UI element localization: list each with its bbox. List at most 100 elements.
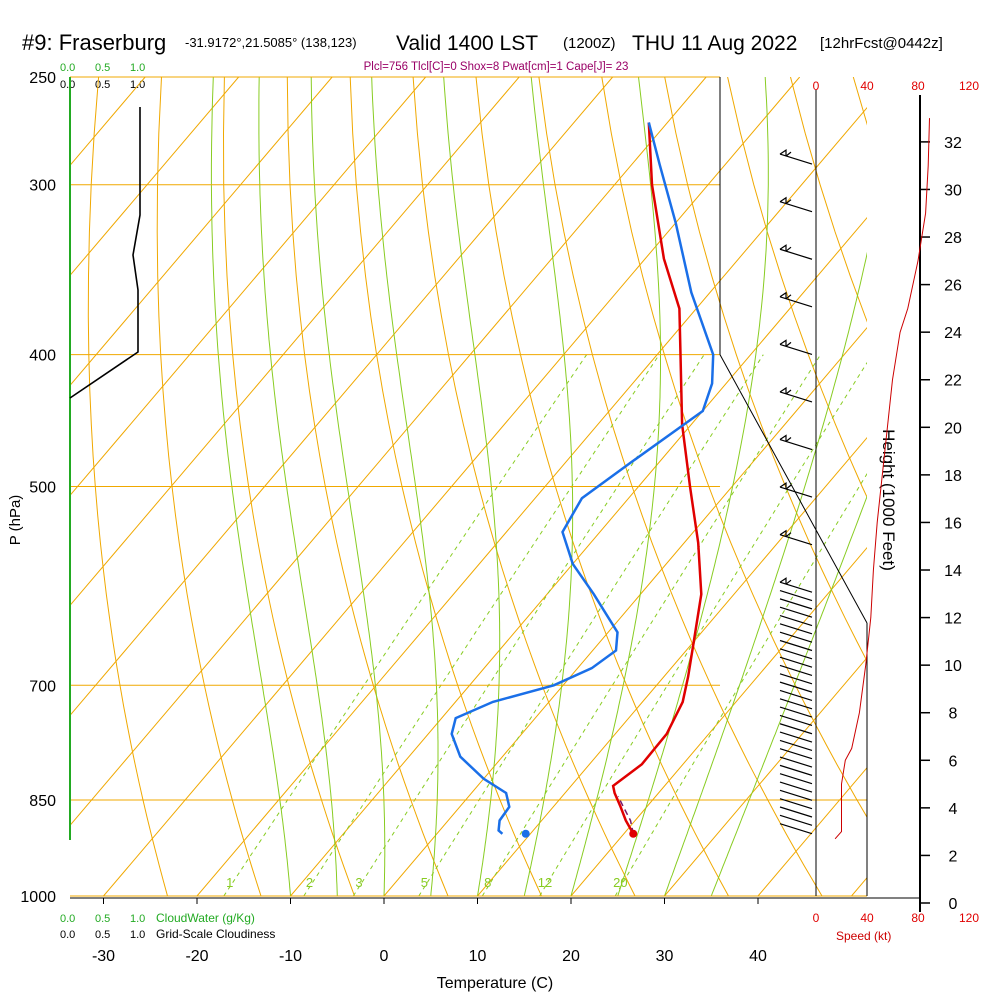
speed-tick-top-2: 80 bbox=[911, 79, 925, 93]
wind-barb-flag bbox=[779, 577, 792, 585]
height-tick-label: 14 bbox=[944, 563, 962, 580]
cloudiness-label: Grid-Scale Cloudiness bbox=[156, 927, 275, 941]
speed-tick-bottom-1: 40 bbox=[860, 911, 874, 925]
wind-barb bbox=[779, 764, 813, 776]
wind-barb bbox=[779, 534, 813, 546]
cloudwater-label: CloudWater (g/Kg) bbox=[156, 911, 255, 925]
wind-barb bbox=[779, 639, 813, 652]
wind-barb bbox=[779, 823, 813, 835]
valid-time: Valid 1400 LST bbox=[396, 32, 538, 55]
height-tick-label: 10 bbox=[944, 658, 962, 675]
wind-barb bbox=[779, 723, 813, 735]
dry-adiabat-line bbox=[979, 77, 1000, 896]
mixing-ratio-line bbox=[614, 472, 867, 896]
wind-barb bbox=[779, 201, 813, 213]
height-tick-label: 30 bbox=[944, 182, 962, 199]
mixing-ratio-line bbox=[418, 354, 764, 896]
axis-ticks: -30 -20 -10 0 10 20 30 40 bbox=[92, 898, 767, 965]
wind-barb bbox=[779, 623, 813, 635]
wind-barb bbox=[779, 589, 813, 602]
mixing-ratio-label: 1 bbox=[226, 875, 233, 890]
speed-axis-label: Speed (kt) bbox=[836, 929, 891, 943]
wind-barb bbox=[779, 689, 813, 702]
forecast-info: [12hrFcst@0442z] bbox=[820, 35, 943, 52]
pressure-tick-label: 250 bbox=[29, 70, 56, 87]
speed-tick-bottom-3: 120 bbox=[959, 911, 979, 925]
isotherm-line bbox=[851, 876, 867, 896]
wind-barb bbox=[779, 614, 813, 627]
wind-barb bbox=[779, 714, 813, 726]
dry-adiabat-line bbox=[538, 77, 823, 896]
moist-adiabat-line bbox=[210, 77, 291, 896]
temperature-profile bbox=[611, 122, 703, 835]
temperature-tick-label: -20 bbox=[185, 948, 208, 965]
isotherm-line bbox=[477, 436, 867, 896]
temperature-tick-label: -10 bbox=[279, 948, 302, 965]
pressure-tick-label: 850 bbox=[29, 793, 56, 810]
cloudiness-scale-bottom-0: 0.0 bbox=[60, 929, 75, 941]
wind-barb bbox=[779, 681, 813, 693]
wind-barb bbox=[779, 153, 813, 165]
wind-barb bbox=[779, 806, 813, 818]
sounding-profiles bbox=[450, 122, 715, 838]
wind-barb bbox=[779, 248, 813, 260]
height-tick-label: 8 bbox=[949, 706, 958, 723]
mixing-ratio-line bbox=[481, 354, 821, 896]
zulu-time: (1200Z) bbox=[563, 35, 616, 52]
isotherm-line bbox=[945, 77, 1000, 896]
y-axis-label: P (hPa) bbox=[7, 495, 24, 546]
cloudiness-scale-top-2: 1.0 bbox=[130, 79, 145, 91]
wind-barb bbox=[779, 731, 813, 743]
dry-adiabat-line bbox=[349, 77, 542, 896]
isotherm-line bbox=[70, 77, 333, 387]
moist-adiabat-line bbox=[617, 77, 769, 896]
height-tick-label: 20 bbox=[944, 420, 962, 437]
wind-barb-flag bbox=[779, 196, 792, 205]
isotherm-line bbox=[570, 546, 867, 896]
temperature-tick-label: 20 bbox=[562, 948, 580, 965]
height-axis-label: Height (1000 Feet) bbox=[879, 429, 898, 571]
wind-barb bbox=[779, 631, 813, 643]
dry-adiabat-line bbox=[286, 77, 449, 896]
dry-adiabat-line bbox=[412, 77, 636, 896]
wind-barb bbox=[779, 598, 813, 610]
wind-barb bbox=[779, 664, 813, 677]
isotherm-line bbox=[70, 77, 240, 277]
pressure-tick-label: 1000 bbox=[20, 889, 56, 906]
wind-barb bbox=[779, 814, 813, 826]
cloudiness-scale-bottom-2: 1.0 bbox=[130, 929, 145, 941]
isotherm-line bbox=[664, 656, 867, 896]
dry-adiabat-line bbox=[916, 77, 1000, 896]
moist-adiabat-line bbox=[371, 77, 439, 896]
cloudwater-scale-bottom-0: 0.0 bbox=[60, 913, 75, 925]
moist-adiabat-line bbox=[710, 495, 867, 896]
dry-adiabat-line bbox=[664, 77, 867, 663]
height-tick-label: 28 bbox=[944, 230, 962, 247]
pressure-tick-label: 500 bbox=[29, 480, 56, 497]
cloudwater-scale-top-1: 0.5 bbox=[95, 62, 110, 74]
moist-adiabat-line bbox=[570, 77, 661, 896]
temperature-tick-label: 0 bbox=[380, 948, 389, 965]
dewpoint-profile bbox=[450, 122, 715, 835]
moist-adiabat-line bbox=[443, 77, 501, 896]
wind-speed-profile bbox=[834, 118, 930, 840]
wind-barb bbox=[779, 798, 813, 810]
isotherm-line bbox=[757, 766, 867, 896]
wind-barb-flag bbox=[779, 481, 792, 490]
dry-adiabat-line bbox=[222, 77, 355, 896]
cloudiness-scale-top-0: 0.0 bbox=[60, 79, 75, 91]
station-title: #9: Fraserburg bbox=[22, 30, 166, 55]
speed-tick-bottom-2: 80 bbox=[911, 911, 925, 925]
wind-barb bbox=[779, 698, 813, 710]
mixing-ratio-line bbox=[539, 361, 867, 896]
x-axis-label: Temperature (C) bbox=[437, 975, 553, 992]
cloudiness-profile bbox=[69, 107, 141, 399]
height-tick-label: 16 bbox=[944, 515, 962, 532]
height-tick-label: 2 bbox=[949, 848, 958, 865]
wind-barb bbox=[779, 706, 813, 718]
wind-barb-flag bbox=[779, 386, 792, 395]
mixing-ratio-lines: 1 2 3 5 8 12 20 bbox=[210, 77, 867, 896]
cloudiness-scale-top-1: 0.5 bbox=[95, 79, 110, 91]
